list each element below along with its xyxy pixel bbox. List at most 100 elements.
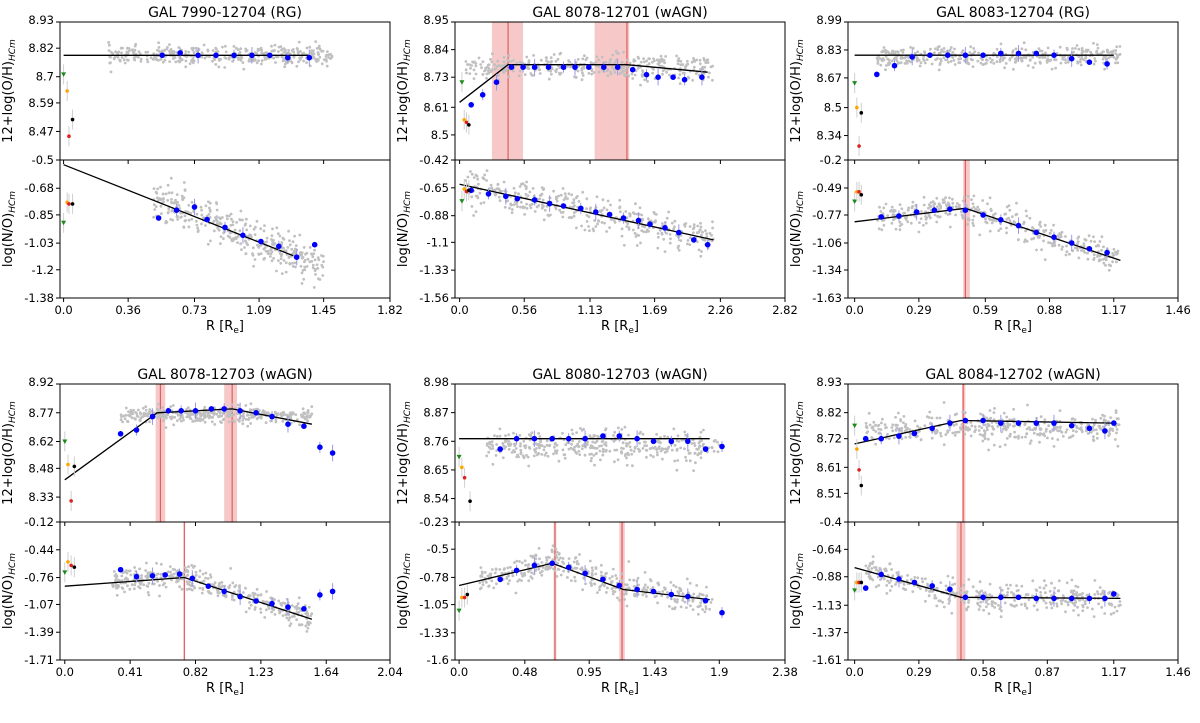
spaxel-point (592, 454, 596, 457)
spaxel-point (904, 55, 907, 59)
spaxel-point (957, 205, 961, 209)
spaxel-point (152, 52, 156, 56)
spaxel-point (986, 602, 990, 606)
spaxel-point (643, 571, 647, 574)
spaxel-point (1091, 417, 1094, 421)
spaxel-point (563, 192, 567, 196)
spaxel-point (1009, 583, 1012, 587)
spaxel-point (613, 221, 617, 224)
y-tick-label: 8.82 (816, 406, 842, 420)
spaxel-point (553, 569, 557, 572)
binned-point (285, 421, 291, 428)
spaxel-point (277, 599, 281, 603)
spaxel-point (248, 224, 252, 228)
spaxel-point (515, 559, 519, 563)
spaxel-point (540, 561, 544, 564)
spaxel-point (207, 413, 210, 416)
spaxel-point (147, 411, 151, 415)
spaxel-point (185, 580, 189, 583)
axes-frame (847, 21, 1179, 161)
spaxel-point (128, 587, 132, 591)
spaxel-point (691, 227, 695, 231)
spaxel-point (561, 187, 565, 190)
spaxel-point (972, 205, 976, 209)
spaxel-point (315, 263, 319, 267)
spaxel-point (255, 219, 259, 223)
spaxel-point (158, 408, 161, 412)
spaxel-point (692, 441, 696, 445)
plot-area (459, 169, 715, 258)
plot-area (61, 164, 325, 289)
spaxel-point (710, 598, 714, 601)
x-tick-label: 1.43 (642, 665, 668, 679)
spaxel-point (1010, 591, 1013, 594)
binned-point (531, 562, 538, 569)
spaxel-point (990, 594, 994, 598)
spaxel-point (236, 403, 240, 407)
spaxel-point (692, 223, 696, 227)
spaxel-point (506, 566, 510, 570)
spaxel-point (293, 605, 297, 609)
spaxel-point (588, 229, 591, 233)
spaxel-point (502, 55, 506, 59)
spaxel-point (683, 600, 687, 604)
spaxel-point (939, 434, 943, 438)
spaxel-point (200, 591, 204, 595)
spaxel-point (256, 407, 260, 411)
reference-point (460, 465, 464, 470)
spaxel-point (552, 53, 556, 56)
binned-point (572, 64, 578, 70)
spaxel-point (121, 420, 124, 424)
spaxel-point (615, 448, 619, 452)
spaxel-point (593, 434, 597, 438)
spaxel-point (540, 444, 544, 447)
spaxel-point (602, 206, 606, 210)
spaxel-point (865, 572, 868, 575)
spaxel-point (238, 229, 242, 233)
spaxel-point (187, 413, 191, 416)
spaxel-point (169, 405, 173, 408)
spaxel-point (1005, 415, 1009, 419)
spaxel-point (255, 51, 258, 55)
binned-point (1015, 222, 1022, 229)
spaxel-point (123, 417, 127, 421)
x-tick-label: 0.82 (183, 665, 209, 679)
spaxel-point (288, 616, 292, 620)
spaxel-point (577, 64, 580, 68)
spaxel-point (1012, 407, 1015, 411)
spaxel-point (685, 606, 688, 609)
spaxel-point (1045, 427, 1048, 431)
x-tick-label: 2.82 (772, 303, 798, 317)
oh-axis-label: 12+log(O/H)HCm (789, 39, 806, 143)
spaxel-point (318, 278, 322, 281)
binned-point (240, 232, 246, 239)
spaxel-point (688, 243, 692, 247)
spaxel-point (566, 197, 569, 201)
spaxel-point (1077, 613, 1080, 617)
spaxel-point (277, 50, 280, 53)
axes-frame (847, 383, 1179, 523)
binned-point (998, 50, 1004, 57)
y-tick-label: 8.5 (824, 101, 842, 115)
binned-point (133, 427, 140, 433)
binned-point (1051, 52, 1057, 58)
spaxel-point (274, 420, 278, 424)
spaxel-point (216, 222, 220, 226)
spaxel-point (1003, 66, 1006, 70)
y-tick-label: -0.76 (24, 571, 54, 585)
y-tick-label: 8.67 (816, 71, 842, 85)
spaxel-point (648, 578, 652, 581)
piecewise-fit-line (854, 419, 1114, 445)
spaxel-point (231, 220, 235, 224)
spaxel-point (502, 71, 506, 74)
spaxel-point (599, 563, 603, 567)
spaxel-point (676, 590, 680, 593)
spaxel-point (643, 444, 646, 448)
binned-point (874, 71, 880, 78)
spaxel-point (961, 49, 965, 53)
spaxel-point (294, 413, 298, 416)
spaxel-point (905, 61, 909, 65)
spaxel-point (166, 183, 170, 187)
spaxel-point (592, 229, 596, 233)
